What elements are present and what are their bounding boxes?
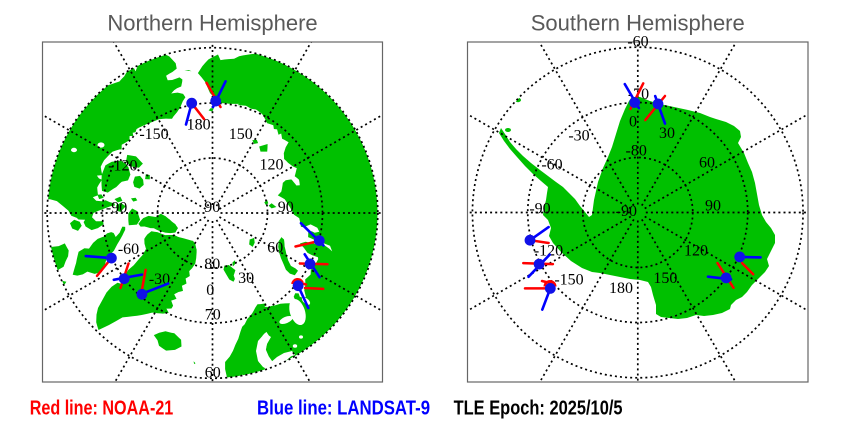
svg-text:60: 60 xyxy=(267,240,283,257)
svg-text:180: 180 xyxy=(187,117,211,134)
svg-text:-90: -90 xyxy=(616,203,637,220)
svg-text:120: 120 xyxy=(260,157,284,174)
svg-text:90: 90 xyxy=(278,199,294,216)
svg-text:90: 90 xyxy=(204,199,220,216)
svg-text:-150: -150 xyxy=(554,272,583,289)
svg-text:-60: -60 xyxy=(118,241,139,258)
svg-text:Southern Hemisphere: Southern Hemisphere xyxy=(531,10,745,35)
svg-text:90: 90 xyxy=(705,198,721,215)
svg-text:-80: -80 xyxy=(626,143,647,160)
svg-text:60: 60 xyxy=(205,365,221,382)
svg-text:120: 120 xyxy=(684,243,708,260)
svg-text:Northern Hemisphere: Northern Hemisphere xyxy=(107,10,317,35)
svg-text:150: 150 xyxy=(229,126,253,143)
svg-text:180: 180 xyxy=(609,280,633,297)
svg-text:60: 60 xyxy=(699,155,715,172)
svg-text:-60: -60 xyxy=(627,34,648,51)
svg-text:Blue line: LANDSAT-9: Blue line: LANDSAT-9 xyxy=(257,396,430,419)
svg-text:0: 0 xyxy=(206,282,214,299)
svg-text:80: 80 xyxy=(204,256,220,273)
svg-text:0: 0 xyxy=(629,114,637,131)
svg-text:-150: -150 xyxy=(139,126,168,143)
svg-text:-60: -60 xyxy=(541,157,562,174)
svg-text:30: 30 xyxy=(659,125,675,142)
svg-text:-90: -90 xyxy=(106,200,127,217)
svg-text:-30: -30 xyxy=(568,127,589,144)
svg-text:-90: -90 xyxy=(529,201,550,218)
svg-text:TLE Epoch: 2025/10/5: TLE Epoch: 2025/10/5 xyxy=(454,396,623,419)
svg-text:-120: -120 xyxy=(534,243,563,260)
svg-text:150: 150 xyxy=(653,270,677,287)
svg-text:70: 70 xyxy=(205,307,221,324)
svg-text:-120: -120 xyxy=(108,158,137,175)
svg-text:30: 30 xyxy=(238,270,254,287)
svg-text:Red line: NOAA-21: Red line: NOAA-21 xyxy=(30,397,174,419)
